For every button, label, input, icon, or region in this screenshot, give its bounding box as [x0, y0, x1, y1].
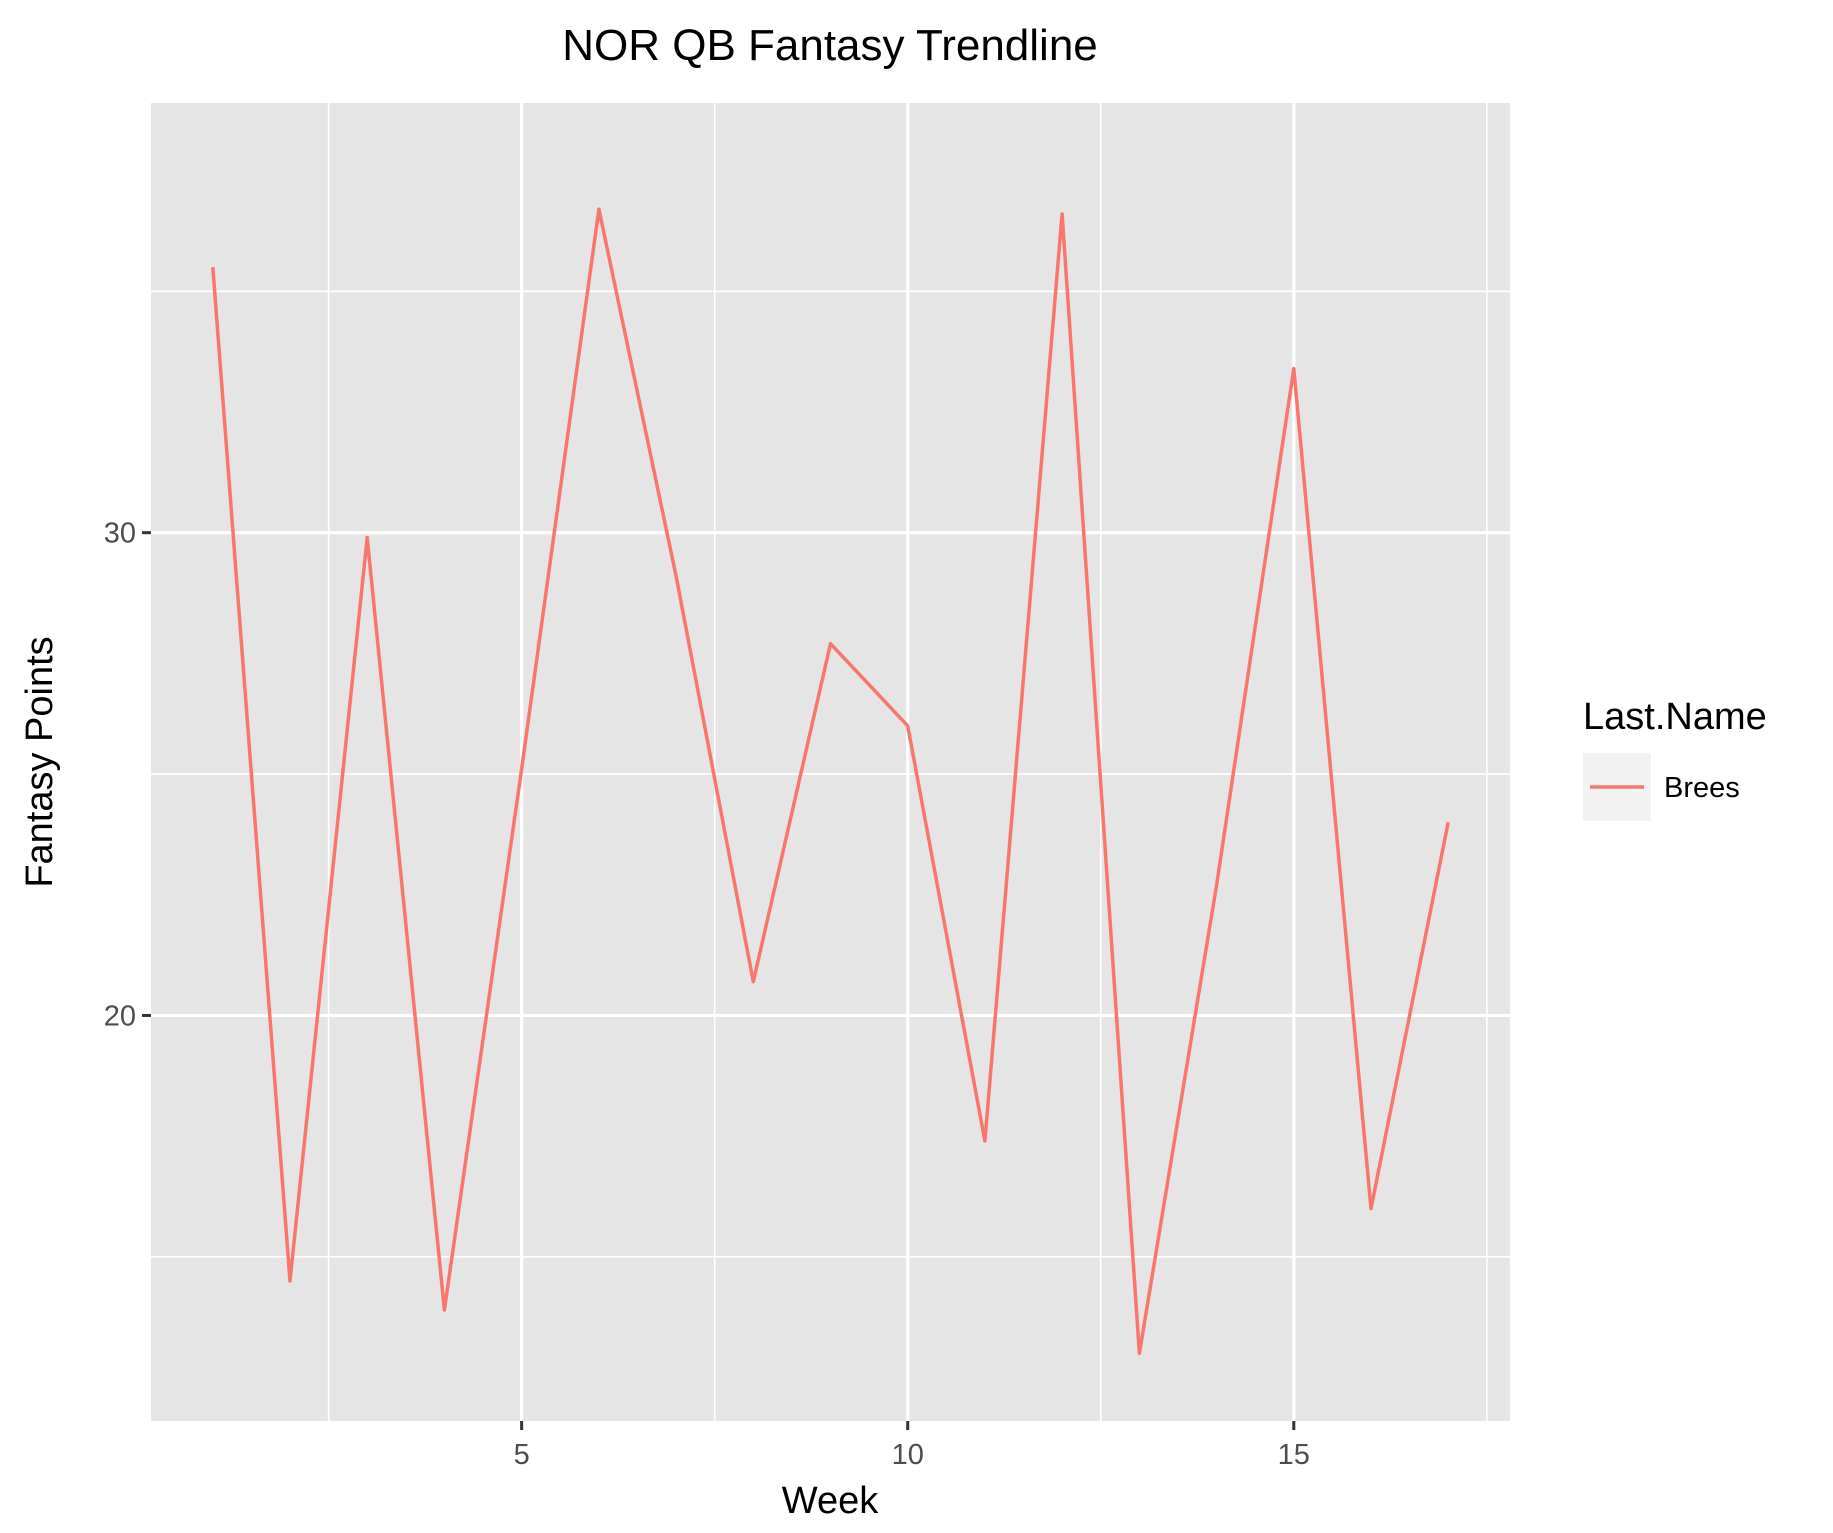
chart-title: NOR QB Fantasy Trendline: [562, 21, 1098, 70]
major-gridlines: [151, 103, 1510, 1421]
x-tick-label: 15: [1278, 1439, 1310, 1471]
plot-panel: [151, 103, 1510, 1421]
x-tick-label: 5: [514, 1439, 530, 1471]
y-tick-label: 30: [104, 518, 136, 550]
legend-label-brees: Brees: [1664, 772, 1740, 804]
x-tick-label: 10: [892, 1439, 924, 1471]
series-layer: [211, 207, 1450, 1356]
x-axis: 5 10 15: [514, 1421, 1310, 1471]
x-axis-title: Week: [782, 1480, 879, 1522]
legend: Last.Name Brees: [1583, 696, 1767, 821]
y-tick-label: 20: [104, 1000, 136, 1032]
y-axis-title: Fantasy Points: [19, 636, 61, 887]
legend-title: Last.Name: [1583, 696, 1767, 738]
series-line-brees: [211, 207, 1450, 1356]
